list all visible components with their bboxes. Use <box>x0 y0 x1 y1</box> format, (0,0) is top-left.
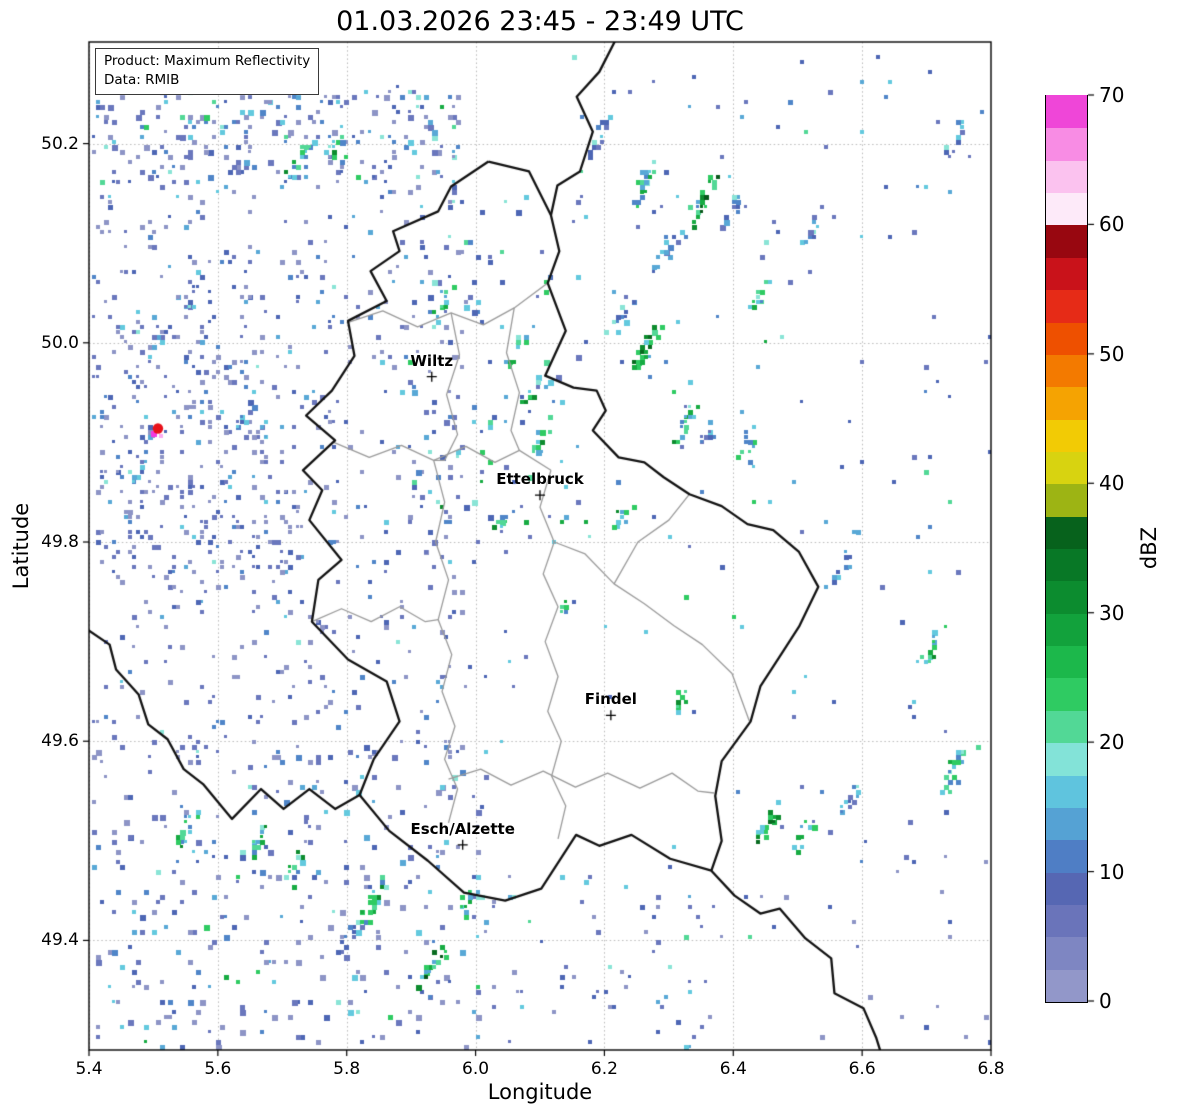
colorbar-band <box>1046 969 1087 1002</box>
colorbar-band <box>1046 95 1087 129</box>
colorbar-band <box>1046 289 1087 323</box>
colorbar-band <box>1046 774 1087 808</box>
colorbar-band <box>1046 451 1087 485</box>
colorbar-tick-label: 50 <box>1099 341 1125 366</box>
colorbar-band <box>1046 224 1087 258</box>
colorbar-band <box>1046 516 1087 549</box>
colorbar-band <box>1046 871 1087 905</box>
product-info-line2: Data: RMIB <box>104 71 180 88</box>
colorbar-band <box>1046 386 1087 420</box>
colorbar-band <box>1046 548 1087 582</box>
colorbar-band <box>1046 354 1087 388</box>
colorbar-band <box>1046 418 1087 452</box>
product-info-line1: Product: Maximum Reflectivity <box>104 53 311 69</box>
x-tick-label: 6.0 <box>462 1059 490 1079</box>
colorbar-tick-label: 0 <box>1099 989 1112 1013</box>
colorbar-tick-label: 10 <box>1099 859 1125 884</box>
city-label-esch-alzette: Esch/Alzette <box>410 819 515 838</box>
city-label-findel: Findel <box>584 690 637 709</box>
colorbar-label: dBZ <box>1137 526 1161 570</box>
x-axis-label: Longitude <box>487 1080 593 1104</box>
x-tick-label: 5.8 <box>333 1059 361 1079</box>
colorbar-band <box>1046 710 1087 744</box>
colorbar-tick-label: 40 <box>1099 471 1125 496</box>
x-tick-label: 5.6 <box>204 1059 232 1079</box>
colorbar-band <box>1046 321 1087 355</box>
colorbar-band <box>1046 257 1087 291</box>
colorbar-band <box>1046 580 1087 614</box>
colorbar-band <box>1046 807 1087 841</box>
colorbar-band <box>1046 127 1087 161</box>
y-tick-label: 49.8 <box>41 532 79 553</box>
colorbar <box>1045 95 1088 1003</box>
colorbar-band <box>1046 645 1087 679</box>
y-tick-label: 50.0 <box>41 332 79 353</box>
x-tick-label: 6.4 <box>719 1059 747 1079</box>
colorbar-band <box>1046 904 1087 938</box>
colorbar-tick-label: 70 <box>1099 83 1125 107</box>
colorbar-band <box>1046 483 1087 517</box>
colorbar-band <box>1046 742 1087 776</box>
y-tick-label: 49.4 <box>41 930 79 951</box>
colorbar-band <box>1046 677 1087 711</box>
colorbar-band <box>1046 613 1087 647</box>
city-label-wiltz: Wiltz <box>410 351 454 370</box>
colorbar-band <box>1046 192 1087 226</box>
y-tick-label: 49.6 <box>41 731 79 752</box>
x-tick-label: 6.2 <box>590 1059 618 1079</box>
x-tick-label: 5.4 <box>75 1059 103 1079</box>
colorbar-band <box>1046 936 1087 970</box>
colorbar-band <box>1046 839 1087 873</box>
colorbar-tick-label: 20 <box>1099 730 1125 755</box>
product-info-box: Product: Maximum Reflectivity Data: RMIB <box>95 48 320 95</box>
x-tick-label: 6.6 <box>848 1059 876 1079</box>
y-axis-label: Latitude <box>9 502 33 590</box>
figure-title: 01.03.2026 23:45 - 23:49 UTC <box>336 6 744 37</box>
colorbar-tick-label: 60 <box>1099 212 1125 237</box>
city-label-ettelbruck: Ettelbruck <box>496 470 584 489</box>
y-tick-label: 50.2 <box>41 133 79 154</box>
colorbar-band <box>1046 160 1087 194</box>
x-tick-label: 6.8 <box>977 1059 1005 1079</box>
colorbar-tick-label: 30 <box>1099 600 1125 625</box>
